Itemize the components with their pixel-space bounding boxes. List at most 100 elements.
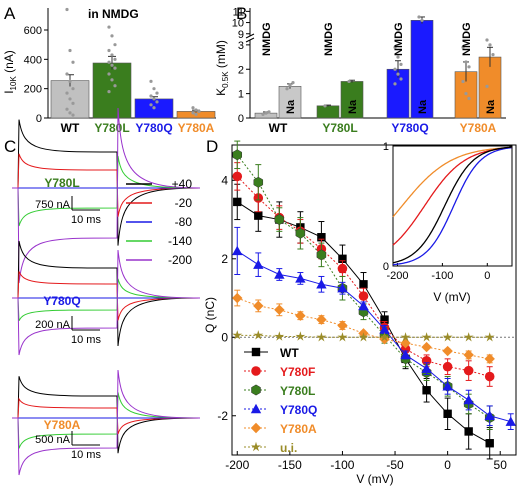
current-trace — [12, 278, 201, 322]
current-trace — [12, 369, 201, 476]
data-point — [65, 72, 69, 76]
data-point — [467, 96, 471, 101]
panel-b-ylabel: K0.5K (mM) — [214, 40, 230, 96]
data-point — [113, 43, 117, 47]
data-point — [291, 81, 295, 85]
data-point — [380, 315, 389, 324]
x-tick-label: -50 — [386, 458, 404, 472]
category-label-Y780A: Y780A — [178, 121, 215, 135]
data-point — [485, 38, 489, 42]
data-point — [149, 94, 153, 98]
y-tick-label: 2 — [238, 64, 244, 76]
data-point — [191, 111, 195, 115]
legend-marker — [251, 384, 261, 396]
current-trace — [12, 376, 201, 454]
data-point — [399, 77, 403, 81]
data-point — [264, 111, 268, 115]
inset-frame — [392, 145, 513, 267]
data-point — [316, 314, 327, 325]
x-tick-label: 0 — [444, 458, 451, 472]
x-tick-label: -100 — [330, 458, 354, 472]
legend-marker — [251, 366, 261, 376]
category-label-Y780Q: Y780Q — [135, 121, 172, 135]
legend-marker — [250, 403, 262, 414]
inset-x-tick-label: -100 — [431, 270, 453, 282]
data-point — [400, 349, 411, 360]
data-point — [399, 62, 403, 66]
data-point — [274, 269, 285, 279]
data-point — [379, 324, 390, 334]
y-tick-label: 4 — [221, 173, 228, 187]
panel-d-plot: -200 -150 -100 -50 0 50 -2 0 2 4 — [217, 140, 517, 472]
data-point — [463, 332, 474, 342]
scalebar-time-label: 10 ms — [71, 449, 101, 461]
data-point — [484, 332, 495, 342]
data-point — [274, 304, 285, 316]
data-point — [152, 106, 156, 110]
scalebar-time-label: 10 ms — [71, 214, 101, 226]
inset-curve-Y780A — [392, 146, 512, 218]
data-point — [191, 106, 195, 110]
trace-group-label: Y780L — [44, 176, 79, 190]
panel-letter-d: D — [206, 137, 218, 156]
panel-a-bars — [50, 7, 216, 119]
data-point — [232, 171, 243, 182]
data-point — [491, 53, 495, 57]
y-tick-label: 11 — [233, 6, 244, 18]
data-point — [463, 394, 474, 405]
data-point — [65, 107, 69, 111]
data-point — [338, 254, 347, 263]
data-point — [359, 280, 368, 289]
legend-label-Y780L: Y780L — [280, 384, 315, 398]
data-point — [393, 82, 397, 86]
scalebar-current-label: 200 nA — [35, 319, 71, 331]
data-point — [316, 332, 327, 342]
data-point — [110, 53, 114, 57]
category-label-WT: WT — [269, 121, 288, 135]
data-point — [71, 87, 75, 91]
y-tick-label: 0 — [238, 113, 244, 125]
bar-Y780L-nmdg — [316, 105, 340, 119]
data-point — [347, 79, 351, 84]
trace-group-label: Y780Q — [43, 294, 80, 308]
legend-label: -140 — [168, 234, 192, 248]
data-point — [393, 45, 397, 49]
data-point — [68, 48, 72, 53]
data-point — [485, 84, 489, 88]
y-tick-label: 200 — [24, 84, 42, 96]
data-point — [442, 361, 453, 372]
data-point — [442, 345, 453, 357]
panel-d-ylabel: Q (nC) — [203, 297, 217, 333]
data-point — [461, 79, 465, 84]
data-point — [317, 233, 326, 242]
inset-y-tick-label: 1 — [383, 141, 389, 153]
data-point — [110, 78, 114, 82]
panel-d: D Q (nC) V (mV) -200 -150 -100 -50 0 50-2024 … — [203, 137, 517, 486]
data-point — [358, 332, 369, 342]
series-ui — [232, 330, 495, 342]
data-point — [253, 330, 264, 340]
data-point — [233, 197, 242, 207]
legend-label: +40 — [172, 177, 193, 191]
data-point — [113, 84, 117, 88]
current-trace — [12, 153, 201, 217]
panel-a: A I10K (nA) in NMDG 0 200 400 600 WT Y780L Y7… — [2, 4, 216, 135]
data-point — [464, 92, 468, 96]
data-point — [442, 332, 453, 342]
data-point — [65, 7, 69, 12]
data-point — [110, 34, 114, 38]
data-point — [488, 43, 492, 47]
panel-b-bars: NMDG Na NMDG Na NMDG Na NMDG Na — [254, 15, 502, 119]
data-point — [253, 259, 264, 269]
panel-d-legend: WT Y780F Y780L Y780Q Y780A u.i. — [244, 346, 317, 455]
data-point — [484, 371, 495, 382]
y-tick-label: 1 — [238, 89, 244, 101]
legend-marker — [251, 347, 261, 357]
panel-d-xlabel: V (mV) — [356, 472, 393, 486]
